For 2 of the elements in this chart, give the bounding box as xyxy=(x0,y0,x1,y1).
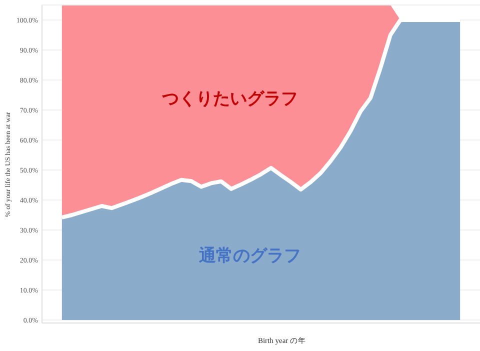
annotation: 通常のグラフ xyxy=(198,246,301,266)
annotation: つくりたいグラフ xyxy=(161,89,298,109)
